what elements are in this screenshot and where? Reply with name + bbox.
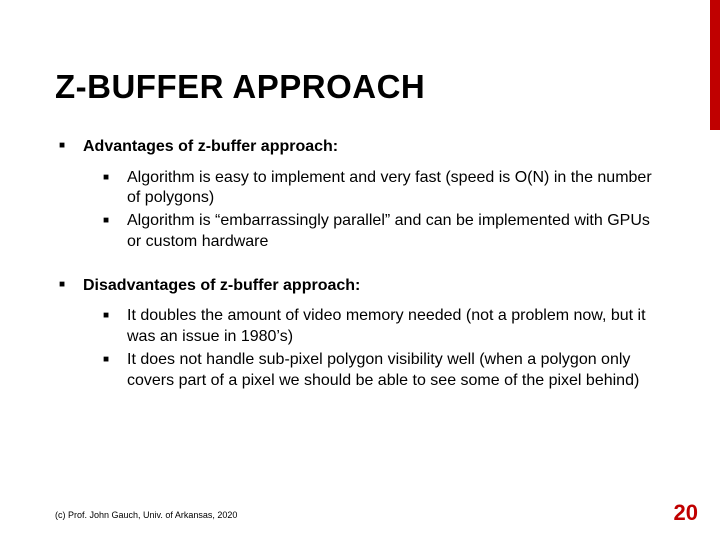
- slide-title: Z-BUFFER APPROACH: [55, 68, 665, 106]
- list-item: It does not handle sub-pixel polygon vis…: [101, 350, 665, 392]
- footer-copyright: (c) Prof. John Gauch, Univ. of Arkansas,…: [55, 510, 237, 520]
- list-item: It doubles the amount of video memory ne…: [101, 306, 665, 348]
- section-heading: Disadvantages of z-buffer approach: It d…: [55, 275, 665, 392]
- advantages-list: Algorithm is easy to implement and very …: [101, 168, 665, 253]
- disadvantages-list: It doubles the amount of video memory ne…: [101, 306, 665, 391]
- slide-content: Z-BUFFER APPROACH Advantages of z-buffer…: [0, 0, 720, 392]
- section-advantages: Advantages of z-buffer approach: Algorit…: [55, 136, 665, 253]
- section-heading-text: Disadvantages of z-buffer approach:: [83, 277, 360, 294]
- page-number: 20: [674, 500, 698, 526]
- section-heading: Advantages of z-buffer approach: Algorit…: [55, 136, 665, 253]
- section-heading-text: Advantages of z-buffer approach:: [83, 138, 338, 155]
- section-disadvantages: Disadvantages of z-buffer approach: It d…: [55, 275, 665, 392]
- list-item: Algorithm is “embarrassingly parallel” a…: [101, 211, 665, 253]
- list-item: Algorithm is easy to implement and very …: [101, 168, 665, 210]
- accent-bar: [710, 0, 720, 130]
